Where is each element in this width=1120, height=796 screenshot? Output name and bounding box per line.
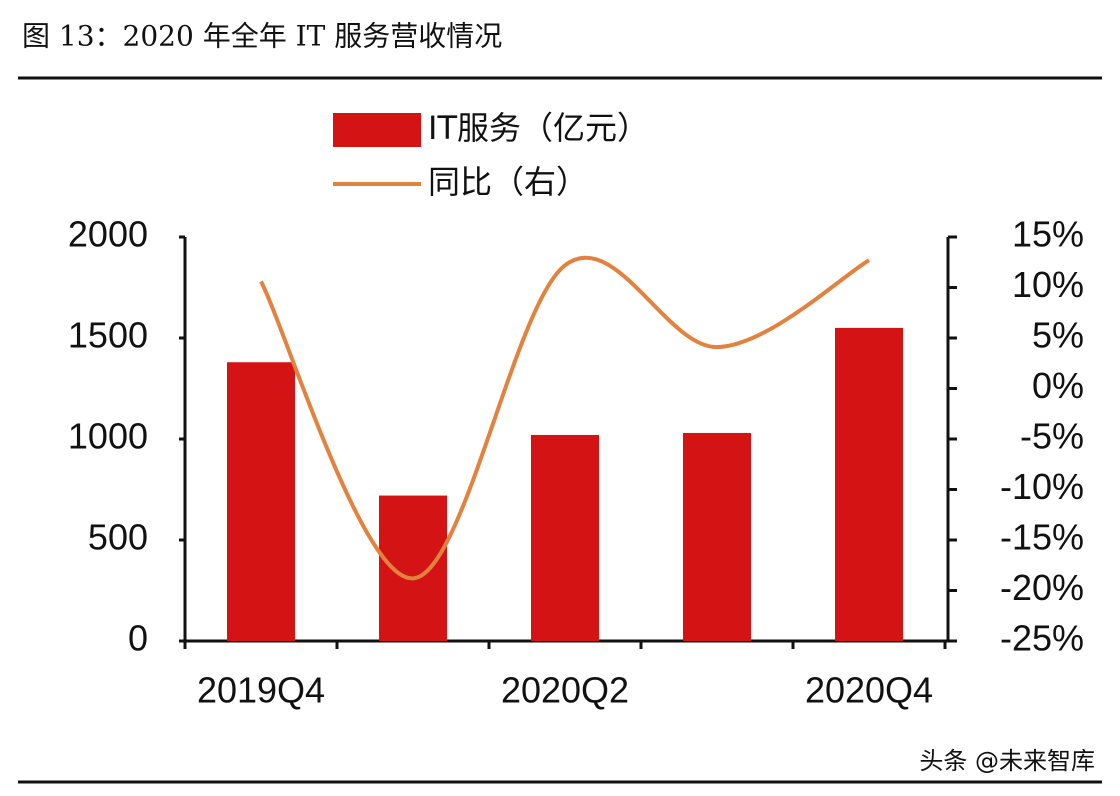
- bar: [379, 495, 447, 641]
- y2-tick-label: 10%: [1012, 264, 1084, 305]
- y-tick-label: 1500: [68, 315, 148, 356]
- y-tick-label: 1000: [68, 416, 148, 457]
- y2-tick-label: -20%: [1000, 567, 1084, 608]
- y2-tick-label: -10%: [1000, 466, 1084, 507]
- watermark: 头条 @未来智库: [919, 747, 1095, 775]
- y2-tick-label: 15%: [1012, 214, 1084, 255]
- bar: [835, 327, 903, 641]
- x-tick-label: 2019Q4: [197, 670, 325, 711]
- bar: [531, 434, 599, 641]
- chart-title: 图 13：2020 年全年 IT 服务营收情况: [22, 20, 502, 53]
- y-tick-label: 2000: [68, 214, 148, 255]
- y2-tick-label: -15%: [1000, 517, 1084, 558]
- x-tick-label: 2020Q4: [805, 670, 933, 711]
- y2-tick-label: 5%: [1032, 315, 1084, 356]
- y2-tick-label: -25%: [1000, 618, 1084, 659]
- bar: [227, 362, 295, 641]
- legend-swatch: [333, 113, 421, 147]
- legend-label: IT服务（亿元）: [428, 109, 649, 147]
- y-tick-label: 0: [128, 618, 148, 659]
- bar: [683, 432, 751, 641]
- x-tick-label: 2020Q2: [501, 670, 629, 711]
- y-tick-label: 500: [88, 517, 148, 558]
- y2-tick-label: 0%: [1032, 365, 1084, 406]
- y2-tick-label: -5%: [1020, 416, 1084, 457]
- line: [259, 255, 870, 581]
- legend-label: 同比（右）: [428, 163, 588, 201]
